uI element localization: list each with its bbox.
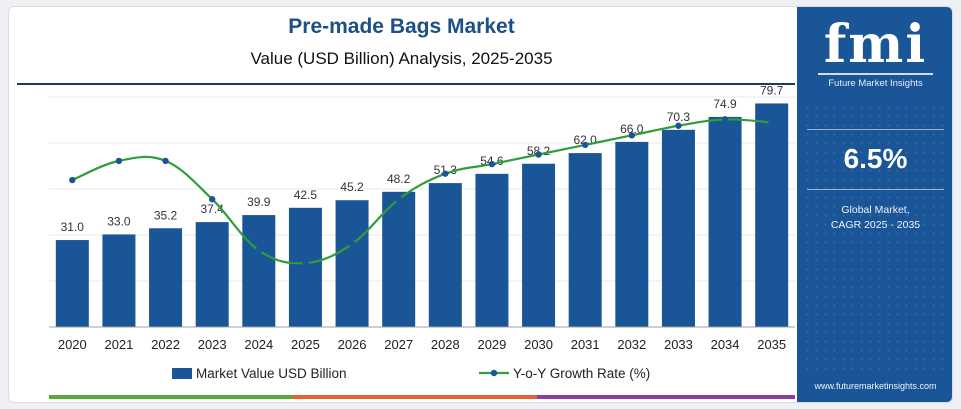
sidebar-divider-top xyxy=(807,129,944,130)
growth-rate-point xyxy=(675,122,682,129)
x-tick-label: 2032 xyxy=(617,337,646,352)
x-tick-label: 2035 xyxy=(757,337,786,352)
bottom-stripe-orange xyxy=(292,395,537,399)
growth-rate-point xyxy=(395,196,402,203)
cagr-label-line2: CAGR 2025 - 2035 xyxy=(830,219,921,231)
logo-tagline: Future Market Insights xyxy=(828,78,923,89)
growth-rate-line xyxy=(71,118,772,265)
bar-value-label: 45.2 xyxy=(340,180,364,194)
x-tick-label: 2030 xyxy=(524,337,553,352)
chart-plot: 31.0202033.0202135.2202237.4202339.92024… xyxy=(49,83,795,381)
fmi-logo: fmi Future Market Insights xyxy=(797,19,952,89)
growth-rate-point xyxy=(115,157,123,165)
bar-value-label: 31.0 xyxy=(61,220,85,234)
bar xyxy=(522,163,556,327)
sidebar-divider-mid xyxy=(807,189,944,190)
bar xyxy=(288,207,322,327)
legend-line-marker xyxy=(490,369,498,377)
legend-line-label: Y-o-Y Growth Rate (%) xyxy=(513,366,650,381)
logo-mark: fmi xyxy=(817,19,934,75)
cagr-value: 6.5% xyxy=(843,143,908,174)
chart-title: Pre-made Bags Market xyxy=(288,15,515,38)
bottom-stripe-purple xyxy=(537,395,795,399)
growth-rate-point xyxy=(442,170,449,177)
bar-value-label: 42.5 xyxy=(294,188,318,202)
bar xyxy=(335,200,369,327)
x-tick-label: 2029 xyxy=(477,337,506,352)
bar-value-label: 39.9 xyxy=(247,195,271,209)
x-tick-label: 2021 xyxy=(104,337,133,352)
bar xyxy=(615,141,649,327)
bar xyxy=(382,191,416,327)
bar-value-label: 33.0 xyxy=(107,214,131,228)
x-tick-label: 2031 xyxy=(571,337,600,352)
bar-value-label: 35.2 xyxy=(154,208,178,222)
growth-rate-point xyxy=(348,240,356,248)
bar-value-label: 70.3 xyxy=(667,110,691,124)
x-tick-label: 2022 xyxy=(151,337,180,352)
bar-value-label: 79.7 xyxy=(760,83,784,97)
bar xyxy=(428,183,462,327)
chart-subtitle: Value (USD Billion) Analysis, 2025-2035 xyxy=(250,49,553,68)
x-tick-label: 2024 xyxy=(244,337,273,352)
x-tick-label: 2033 xyxy=(664,337,693,352)
growth-rate-point xyxy=(581,141,589,149)
bar-value-label: 48.2 xyxy=(387,172,411,186)
bar xyxy=(195,222,229,327)
bar-value-label: 51.3 xyxy=(434,163,458,177)
growth-rate-point xyxy=(488,160,496,168)
x-tick-label: 2020 xyxy=(58,337,87,352)
growth-rate-point xyxy=(721,116,729,123)
legend-bar-label: Market Value USD Billion xyxy=(196,366,347,381)
bottom-stripe-green xyxy=(49,395,292,399)
x-tick-label: 2027 xyxy=(384,337,413,352)
bar xyxy=(242,215,276,327)
growth-rate-point xyxy=(69,176,76,184)
sidebar-map-pattern xyxy=(803,103,948,373)
website-url[interactable]: www.futuremarketinsights.com xyxy=(814,381,937,391)
x-tick-label: 2028 xyxy=(431,337,460,352)
x-tick-label: 2034 xyxy=(711,337,740,352)
chart-card: Pre-made Bags Market Value (USD Billion)… xyxy=(8,6,953,403)
sidebar-panel: fmi Future Market Insights 6.5% Global M… xyxy=(797,7,952,402)
growth-rate-point xyxy=(768,119,775,126)
x-tick-label: 2025 xyxy=(291,337,320,352)
bar-value-label: 66.0 xyxy=(620,122,644,136)
x-tick-label: 2023 xyxy=(198,337,227,352)
legend-bar-swatch xyxy=(172,368,192,379)
bar xyxy=(568,153,602,327)
growth-rate-point xyxy=(255,247,263,254)
growth-rate-point xyxy=(535,151,542,158)
growth-rate-point xyxy=(302,259,309,267)
x-tick-label: 2026 xyxy=(338,337,367,352)
bar xyxy=(475,173,509,327)
cagr-label-line1: Global Market, xyxy=(841,204,910,216)
header-divider xyxy=(17,83,795,85)
bar xyxy=(55,240,89,327)
bar xyxy=(755,103,789,327)
bar xyxy=(149,228,183,327)
cagr-label: Global Market, CAGR 2025 - 2035 xyxy=(797,203,952,233)
bar xyxy=(708,116,742,327)
growth-rate-point xyxy=(628,132,636,139)
growth-rate-point xyxy=(208,196,216,203)
bar xyxy=(102,234,136,327)
bar-value-label: 74.9 xyxy=(713,97,737,111)
bar xyxy=(661,129,695,327)
growth-rate-point xyxy=(162,157,169,165)
